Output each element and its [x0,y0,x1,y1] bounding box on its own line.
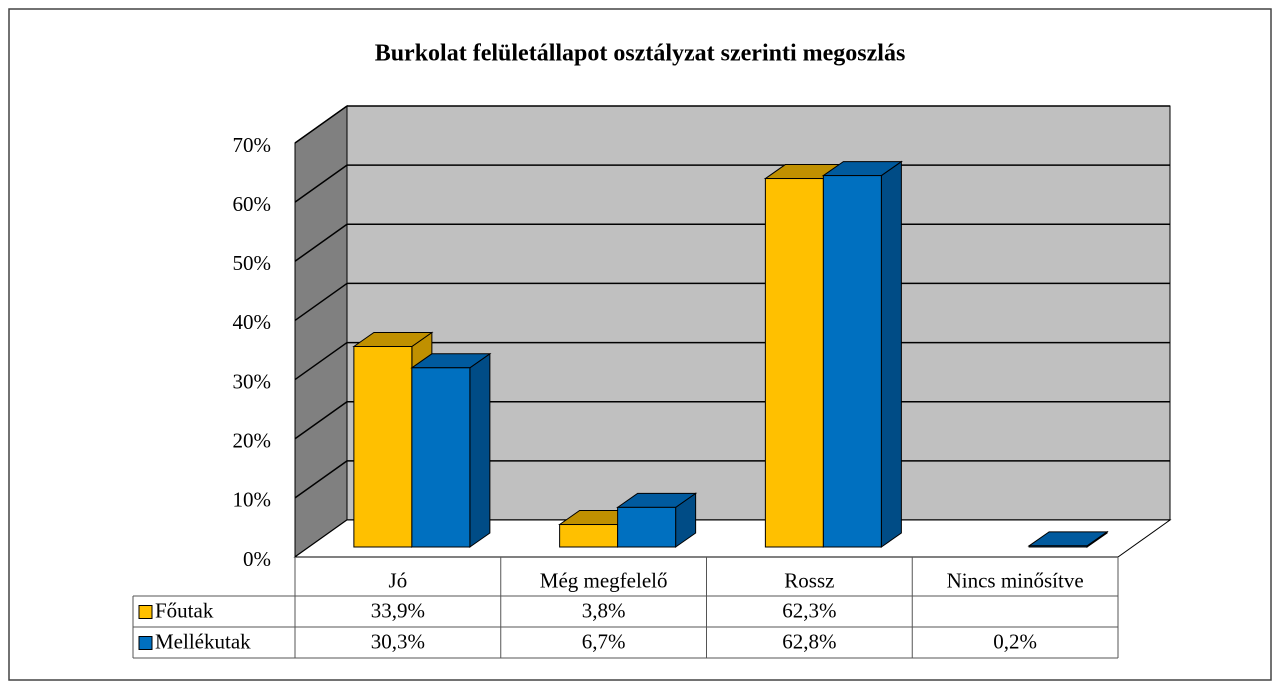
table-value: 3,8% [582,598,626,622]
y-tick-label: 0% [243,547,271,571]
y-tick-label: 10% [233,488,272,512]
bar [617,506,677,548]
table-value: 33,9% [371,598,425,622]
legend-swatch [138,605,153,619]
grid-line [294,223,348,262]
x-tick-label: Még megfelelő [540,568,668,592]
grid-line [294,105,348,144]
bar [764,178,824,548]
grid-line [294,341,348,381]
table-value: 62,8% [782,629,836,653]
legend-swatch [138,636,153,650]
bar [1028,545,1088,548]
table-value: 62,3% [782,598,836,622]
bar [822,175,882,548]
bar [411,367,471,548]
table-value: 30,3% [371,629,425,653]
y-tick-label: 40% [233,310,272,334]
bar-side [469,352,491,548]
x-tick-label: Jó [389,568,408,592]
x-tick-label: Rossz [784,568,834,592]
x-tick-label: Nincs minősítve [947,568,1084,592]
grid-line [294,460,348,499]
table-value: 6,7% [582,629,626,653]
y-tick-label: 20% [233,429,272,453]
legend-label: Mellékutak [155,629,251,653]
side-wall [294,105,348,558]
bar [559,524,619,548]
y-tick-label: 60% [233,192,272,216]
y-tick-label: 70% [233,133,272,157]
grid-line [294,282,348,322]
grid-line [294,401,348,440]
bar-side [880,160,902,548]
grid-line [294,164,348,203]
y-tick-label: 50% [233,251,272,275]
floor [293,519,1172,558]
y-tick-label: 30% [233,369,272,393]
bar [353,346,413,548]
chart-title: Burkolat felületállapot osztályzat szeri… [375,41,906,67]
table-value: 0,2% [993,629,1037,653]
legend-label: Főutak [155,598,214,622]
